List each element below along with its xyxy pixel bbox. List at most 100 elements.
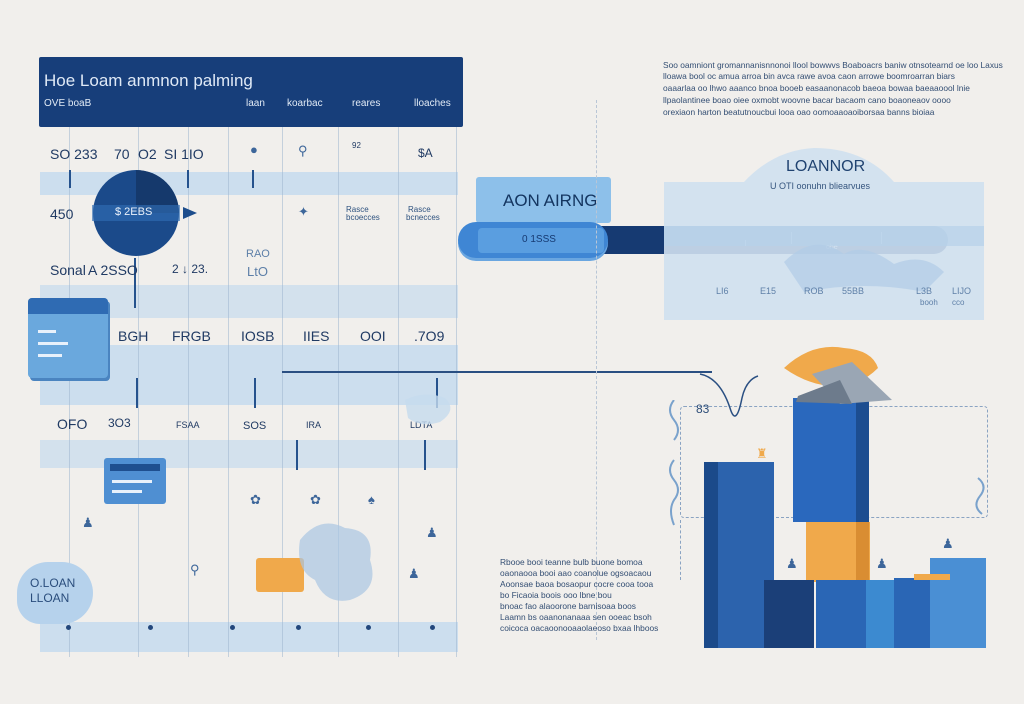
grid-line	[398, 127, 399, 657]
table-cell: SI 1IO	[164, 146, 204, 162]
table-tick	[424, 440, 426, 470]
table-cell: BGH	[118, 328, 149, 344]
figure-icon: ♟	[426, 525, 438, 540]
table-cell: IRA	[306, 420, 322, 430]
paragraph-line: llpaolantinee boao oiee oxmobt woovne ba…	[663, 95, 951, 105]
paragraph-line: bnoac fao alaoorone barnisoaa boos	[500, 601, 636, 611]
table-band	[40, 345, 458, 405]
table-tick	[436, 378, 438, 408]
connector-line	[282, 371, 712, 373]
loan-value: ROB	[804, 286, 824, 296]
paragraph-line: Rbooe booi teanne bulb buone bomoa	[500, 557, 643, 567]
table-cell: SO 233	[50, 146, 98, 162]
mini-note: bcnecces	[406, 213, 440, 222]
curve-decoration	[699, 373, 759, 417]
info-card-line	[38, 354, 62, 357]
table-cell: 92	[352, 141, 361, 150]
paragraph-line: Soo oamniont gromannanisnnonoi llool bow…	[663, 60, 1003, 70]
column-header[interactable]: koarbac	[287, 98, 323, 109]
squiggle-icon	[669, 400, 679, 526]
loan-sub-value: cco	[952, 298, 965, 307]
slider-value: 0 1SSS	[522, 234, 556, 245]
map-shape	[405, 394, 451, 425]
orange-marker[interactable]	[256, 558, 304, 592]
table-title: Hoe Loam anmnon palming	[44, 71, 253, 90]
table-band	[40, 622, 458, 652]
figure-icon: ✿	[310, 492, 321, 507]
figure-icon: ♟	[786, 556, 798, 571]
column-header[interactable]: reares	[352, 98, 381, 109]
table-cell: .7O9	[414, 328, 445, 344]
paragraph-line: coicoca oacaoonooaaolaeoso bxaa lhboos	[500, 623, 659, 633]
loan-badge[interactable]	[17, 562, 93, 624]
info-card-line	[112, 480, 152, 483]
table-band	[40, 285, 458, 318]
grid-line	[338, 127, 339, 657]
table-cell: LDTA	[410, 420, 433, 430]
table-cell: SOS	[243, 420, 267, 432]
building-bar	[914, 574, 950, 580]
paragraph-line: lloawa bool oc amua arroa bin avca rawe …	[663, 71, 955, 81]
table-cell: IOSB	[241, 328, 275, 344]
side-number: 83	[696, 402, 710, 416]
figure-icon: ✿	[250, 492, 261, 507]
building-bar	[894, 578, 930, 648]
grid-line	[282, 127, 283, 657]
grid-line	[456, 127, 457, 657]
table-cell: OFO	[57, 416, 88, 432]
table-cell: FSAA	[176, 420, 200, 430]
loan-value: 55BB	[842, 286, 865, 296]
aon-label: AON AIRNG	[503, 191, 598, 210]
dashed-guide	[680, 520, 681, 580]
paragraph-line: orexiaon harton beatutnoucbui looa oao o…	[663, 107, 935, 117]
column-header[interactable]: laan	[246, 98, 265, 109]
mini-note: bcoecces	[346, 213, 380, 222]
table-tick	[187, 170, 189, 188]
grid-line	[138, 127, 139, 657]
loan-value: E15	[760, 286, 777, 296]
mini-note: Rasce	[346, 205, 369, 214]
column-header[interactable]: lloaches	[414, 98, 451, 109]
table-cell: 2 ↓ 23.	[172, 262, 209, 276]
loan-value: LIJO	[952, 286, 972, 296]
map-shape	[299, 523, 373, 601]
loan-panel-title: LOANNOR	[786, 158, 866, 175]
info-card-line	[38, 330, 56, 333]
table-tick	[254, 378, 256, 408]
table-subhead: OVE boaB	[44, 98, 92, 109]
pie-label: $ 2EBS	[115, 206, 153, 218]
grid-line	[69, 127, 70, 657]
loan-badge-label: O.LOAN LLOAN	[30, 576, 76, 605]
table-tick	[136, 378, 138, 408]
paragraph-line: oaaarlaa oo lhwo aaanco bnoa booeb easaa…	[663, 83, 970, 93]
paragraph-line: Aoonsae baoa bosaopur cocre cooa tooa	[500, 579, 654, 589]
grid-line	[188, 127, 189, 657]
pie-stem	[134, 258, 136, 308]
pie-chart-icon	[92, 170, 180, 256]
table-cell: $A	[418, 146, 433, 160]
info-card-header	[28, 298, 108, 314]
table-cell: FRGB	[172, 328, 211, 344]
loan-panel-subtitle: U OTI oonuhn bliearvues	[770, 181, 871, 191]
table-tick	[69, 170, 71, 188]
figure-icon: ♟	[408, 566, 420, 581]
table-cell: OOI	[360, 328, 386, 344]
table-cell: IIES	[303, 328, 330, 344]
table-dot	[366, 625, 371, 630]
info-card-header	[110, 464, 160, 471]
table-dot	[148, 625, 153, 630]
table-cell: A 2SSO	[88, 262, 138, 278]
aon-card[interactable]	[476, 177, 611, 223]
table-cell: Sonal	[50, 262, 86, 278]
figure-icon: ●	[250, 142, 258, 157]
table-dot	[230, 625, 235, 630]
mini-note: Rasce	[408, 205, 431, 214]
info-card[interactable]	[28, 298, 108, 378]
table-dot	[66, 625, 71, 630]
figure-icon: ♟	[876, 556, 888, 571]
info-card[interactable]	[104, 458, 166, 504]
info-card-line	[112, 490, 142, 493]
figure-icon: ♜	[756, 446, 768, 461]
building-bar	[856, 398, 869, 522]
table-cell: 70	[114, 146, 130, 162]
